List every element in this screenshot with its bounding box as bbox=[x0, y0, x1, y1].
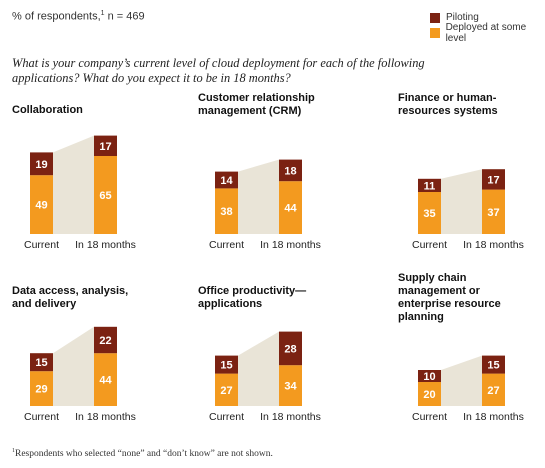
value-label-piloting-office-productivity-current: 15 bbox=[220, 360, 232, 372]
bar-deployed-data-access-18-months bbox=[94, 353, 117, 406]
respondents-note: % of respondents,1 n = 469 bbox=[12, 10, 145, 23]
category-label-collaboration-18-months: In 18 months bbox=[75, 239, 136, 251]
value-label-piloting-crm-current: 14 bbox=[220, 175, 233, 187]
bar-piloting-collaboration-18-months bbox=[94, 135, 117, 156]
value-label-piloting-finance-hr-18-months: 17 bbox=[487, 174, 499, 186]
bar-deployed-finance-hr-current bbox=[418, 192, 441, 234]
bar-piloting-office-productivity-18-months bbox=[279, 331, 302, 366]
panel-title-data-access: Data access, analysis, and delivery bbox=[12, 285, 129, 310]
bar-deployed-supply-chain-18-months bbox=[482, 373, 505, 406]
panel-title-finance-hr: Finance or human-resources systems bbox=[398, 92, 498, 117]
bar-deployed-crm-current bbox=[215, 188, 238, 234]
footnote-text: Respondents who selected “none” and “don… bbox=[15, 449, 273, 460]
respondents-prefix: % of respondents, bbox=[12, 10, 101, 23]
legend-swatch-piloting bbox=[430, 12, 440, 23]
value-label-deployed-crm-current: 38 bbox=[220, 206, 232, 218]
legend-item-deployed: Deployed at some level bbox=[430, 22, 545, 44]
value-label-piloting-crm-18-months: 18 bbox=[284, 165, 296, 177]
value-label-deployed-data-access-current: 29 bbox=[35, 384, 47, 396]
category-label-crm-current: Current bbox=[209, 239, 244, 251]
bar-deployed-office-productivity-current bbox=[215, 373, 238, 406]
category-label-data-access-18-months: In 18 months bbox=[75, 411, 136, 423]
bar-piloting-finance-hr-18-months bbox=[482, 169, 505, 190]
category-label-supply-chain-18-months: In 18 months bbox=[463, 411, 524, 423]
bar-piloting-collaboration-current bbox=[30, 152, 53, 176]
bar-deployed-supply-chain-current bbox=[418, 382, 441, 406]
category-label-data-access-current: Current bbox=[24, 411, 59, 423]
value-label-piloting-finance-hr-current: 11 bbox=[424, 180, 436, 192]
bar-piloting-crm-current bbox=[215, 171, 238, 189]
respondents-count: n = 469 bbox=[104, 10, 145, 23]
bar-piloting-office-productivity-current bbox=[215, 355, 238, 374]
connector-band-crm bbox=[238, 159, 279, 234]
value-label-deployed-finance-hr-18-months: 37 bbox=[487, 207, 499, 219]
bar-piloting-crm-18-months bbox=[279, 159, 302, 182]
value-label-piloting-collaboration-current: 19 bbox=[35, 159, 47, 171]
respondents-footnote-marker: 1 bbox=[100, 10, 105, 17]
bar-deployed-collaboration-18-months bbox=[94, 156, 117, 234]
bar-piloting-data-access-18-months bbox=[94, 326, 117, 354]
panel-title-crm: Customer relationship management (CRM) bbox=[198, 92, 315, 117]
panel-title-office-productivity: Office productivity—applications bbox=[198, 285, 307, 310]
connector-band-finance-hr bbox=[441, 169, 482, 234]
panel-title-supply-chain: Supply chain management or enterprise re… bbox=[398, 272, 501, 323]
category-label-office-productivity-18-months: In 18 months bbox=[260, 411, 321, 423]
value-label-deployed-office-productivity-current: 27 bbox=[220, 385, 232, 397]
value-label-deployed-finance-hr-current: 35 bbox=[423, 208, 435, 220]
category-label-finance-hr-current: Current bbox=[412, 239, 447, 251]
bar-piloting-supply-chain-current bbox=[418, 370, 441, 382]
connector-band-data-access bbox=[53, 326, 94, 406]
legend-swatch-deployed bbox=[430, 27, 440, 38]
connector-band-office-productivity bbox=[238, 331, 279, 406]
bar-deployed-data-access-current bbox=[30, 371, 53, 406]
legend-label-deployed: Deployed at some level bbox=[445, 21, 527, 44]
footnote-marker: 1 bbox=[12, 448, 15, 454]
bar-deployed-crm-18-months bbox=[279, 181, 302, 234]
bar-deployed-office-productivity-18-months bbox=[279, 365, 302, 406]
value-label-deployed-collaboration-18-months: 65 bbox=[99, 190, 111, 202]
value-label-deployed-crm-18-months: 44 bbox=[284, 203, 297, 215]
value-label-piloting-supply-chain-18-months: 15 bbox=[487, 360, 499, 372]
category-label-crm-18-months: In 18 months bbox=[260, 239, 321, 251]
value-label-deployed-supply-chain-current: 20 bbox=[423, 389, 435, 401]
connector-band-collaboration bbox=[53, 135, 94, 234]
value-label-deployed-data-access-18-months: 44 bbox=[99, 375, 112, 387]
bar-deployed-finance-hr-18-months bbox=[482, 189, 505, 234]
value-label-deployed-supply-chain-18-months: 27 bbox=[487, 385, 499, 397]
value-label-piloting-data-access-current: 15 bbox=[35, 357, 47, 369]
bar-piloting-finance-hr-current bbox=[418, 178, 441, 192]
category-label-collaboration-current: Current bbox=[24, 239, 59, 251]
value-label-piloting-supply-chain-current: 10 bbox=[423, 371, 435, 383]
legend: Piloting Deployed at some level bbox=[430, 10, 545, 44]
legend-item-piloting: Piloting bbox=[430, 10, 545, 25]
legend-label-piloting: Piloting bbox=[446, 12, 479, 23]
survey-question: What is your company’s current level of … bbox=[12, 56, 425, 85]
value-label-piloting-data-access-18-months: 22 bbox=[99, 335, 111, 347]
category-label-office-productivity-current: Current bbox=[209, 411, 244, 423]
value-label-piloting-office-productivity-18-months: 28 bbox=[284, 343, 296, 355]
bar-deployed-collaboration-current bbox=[30, 175, 53, 234]
panel-title-collaboration: Collaboration bbox=[12, 104, 83, 116]
bar-piloting-supply-chain-18-months bbox=[482, 355, 505, 374]
connector-band-supply-chain bbox=[441, 355, 482, 406]
footnote: 1Respondents who selected “none” and “do… bbox=[12, 448, 273, 459]
category-label-finance-hr-18-months: In 18 months bbox=[463, 239, 524, 251]
category-label-supply-chain-current: Current bbox=[412, 411, 447, 423]
value-label-deployed-collaboration-current: 49 bbox=[35, 200, 47, 212]
value-label-piloting-collaboration-18-months: 17 bbox=[99, 141, 111, 153]
bar-piloting-data-access-current bbox=[30, 353, 53, 372]
value-label-deployed-office-productivity-18-months: 34 bbox=[284, 381, 297, 393]
